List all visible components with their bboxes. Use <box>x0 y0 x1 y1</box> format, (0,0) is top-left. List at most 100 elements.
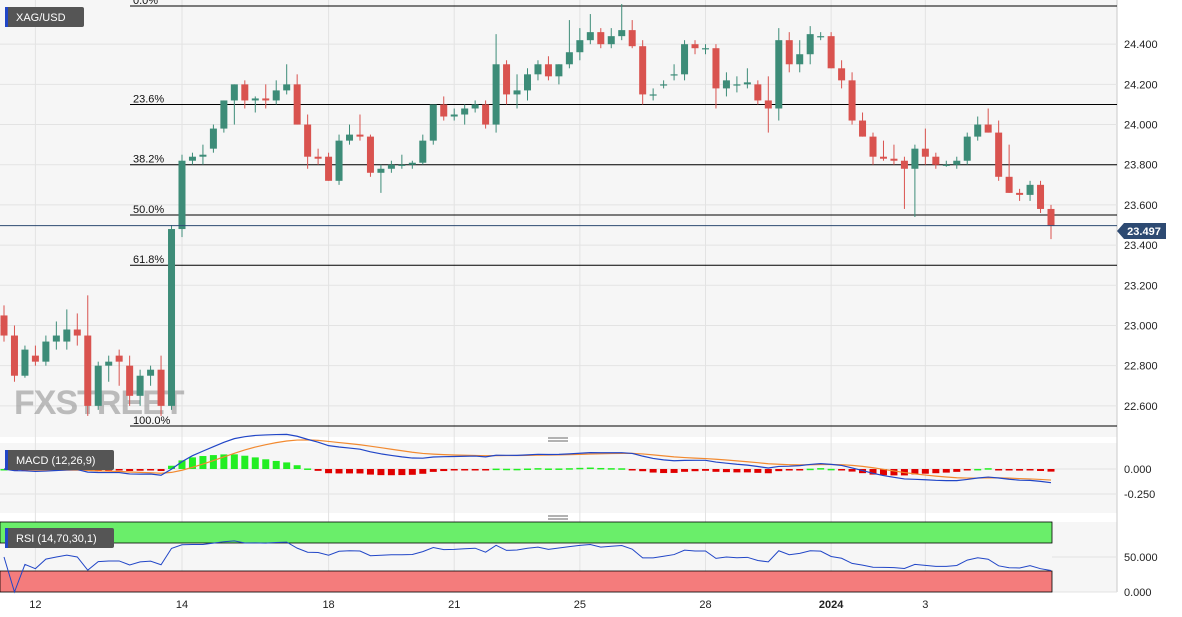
macd-hist-bar <box>639 469 647 472</box>
candle-body <box>272 90 280 101</box>
macd-hist-bar <box>387 469 395 476</box>
candle <box>188 152 196 165</box>
candle <box>440 96 448 121</box>
x-tick-label: 12 <box>29 599 41 611</box>
candle <box>387 160 395 173</box>
candle <box>649 88 657 101</box>
candle-body <box>890 158 898 161</box>
candle-body <box>366 136 374 173</box>
candle-body <box>241 84 249 101</box>
candle-body <box>178 160 186 230</box>
fib-label: 50.0% <box>133 204 164 216</box>
candle-body <box>607 36 615 45</box>
candle <box>94 361 102 410</box>
candle <box>178 154 186 238</box>
candlestick-series <box>0 4 1055 416</box>
candle-body <box>262 98 270 101</box>
macd-line <box>3 433 1052 484</box>
candle <box>900 156 908 209</box>
macd-hist-bar <box>911 469 919 475</box>
candle-body <box>733 84 741 86</box>
candle <box>398 154 406 169</box>
candle <box>743 68 751 89</box>
candle <box>325 152 333 181</box>
candle <box>241 80 249 109</box>
candle <box>785 32 793 73</box>
candle-body <box>869 136 877 157</box>
candle-body <box>974 124 982 137</box>
candle <box>639 40 647 105</box>
macd-label: MACD (12,26,9) <box>16 455 95 467</box>
candle <box>366 134 374 177</box>
symbol-legend[interactable]: XAG/USD <box>5 7 84 27</box>
macd-legend[interactable]: MACD (12,26,9) <box>5 450 114 470</box>
macd-hist-bar <box>984 468 992 470</box>
candle <box>230 84 238 125</box>
candle <box>21 345 29 378</box>
candle <box>157 355 165 416</box>
macd-hist-bar <box>597 467 605 470</box>
macd-hist-bar <box>241 455 249 469</box>
candle-body <box>209 128 217 149</box>
candle-body <box>105 361 113 366</box>
fib-label: 0.0% <box>133 0 158 7</box>
candle <box>681 40 689 81</box>
y-tick-label: 24.000 <box>1124 120 1158 132</box>
macd-hist-bar <box>304 468 312 470</box>
candle <box>1047 204 1055 240</box>
macd-hist-bar <box>524 468 531 471</box>
macd-hist-bar <box>513 468 521 471</box>
candle-body <box>429 104 437 141</box>
macd-hist-bar <box>785 469 793 471</box>
candle-body <box>1005 176 1013 193</box>
x-tick-label: 3 <box>922 599 928 611</box>
macd-hist-bar <box>544 468 552 470</box>
price-tag: 23.497 <box>1117 223 1166 239</box>
macd-y-tick-label: -0.250 <box>1124 489 1155 501</box>
candle-body <box>21 349 29 376</box>
candle <box>838 60 846 89</box>
macd-hist-bar <box>419 469 427 474</box>
candle <box>10 325 18 382</box>
macd-resize-handle[interactable] <box>548 437 568 442</box>
candle <box>262 84 270 109</box>
candle <box>534 60 542 81</box>
fibonacci-levels: 0.0% 23.6% 38.2% 50.0% 61.8% 100.0% <box>130 0 1117 427</box>
candle <box>1016 188 1024 201</box>
candle <box>691 40 699 55</box>
candle-body <box>681 44 689 75</box>
fib-label: 23.6% <box>133 93 164 105</box>
candle-body <box>503 64 511 95</box>
macd-hist-bar <box>879 469 887 476</box>
candle-body <box>1047 208 1055 226</box>
candle <box>796 40 804 73</box>
candle <box>419 134 427 165</box>
macd-hist-bar <box>262 459 270 469</box>
candle <box>712 44 720 109</box>
x-tick-label: 21 <box>448 599 460 611</box>
rsi-legend[interactable]: RSI (14,70,30,1) <box>5 528 114 548</box>
candle-body <box>440 104 448 117</box>
macd-hist-bar <box>168 465 176 469</box>
macd-hist-bar <box>335 469 343 474</box>
macd-hist-bar <box>890 469 898 476</box>
candle-body <box>230 84 238 101</box>
candle-body <box>84 335 92 406</box>
candle <box>701 44 709 55</box>
candle-body <box>0 315 8 336</box>
candle-body <box>346 134 354 141</box>
candle-body <box>649 94 657 96</box>
macd-hist-bar <box>586 467 594 470</box>
candle <box>890 144 898 165</box>
candle <box>42 335 50 366</box>
y-tick-label: 23.400 <box>1124 240 1158 252</box>
macd-hist-bar <box>670 469 678 473</box>
x-tick-label: 18 <box>322 599 334 611</box>
rsi-resize-handle[interactable] <box>548 515 568 520</box>
macd-hist-bar <box>503 468 511 471</box>
x-axis: 12 14 18 21 25 28 2024 3 <box>29 599 928 611</box>
macd-hist-bar <box>408 469 416 475</box>
macd-hist-bar <box>764 469 772 474</box>
candle-body <box>900 160 908 169</box>
